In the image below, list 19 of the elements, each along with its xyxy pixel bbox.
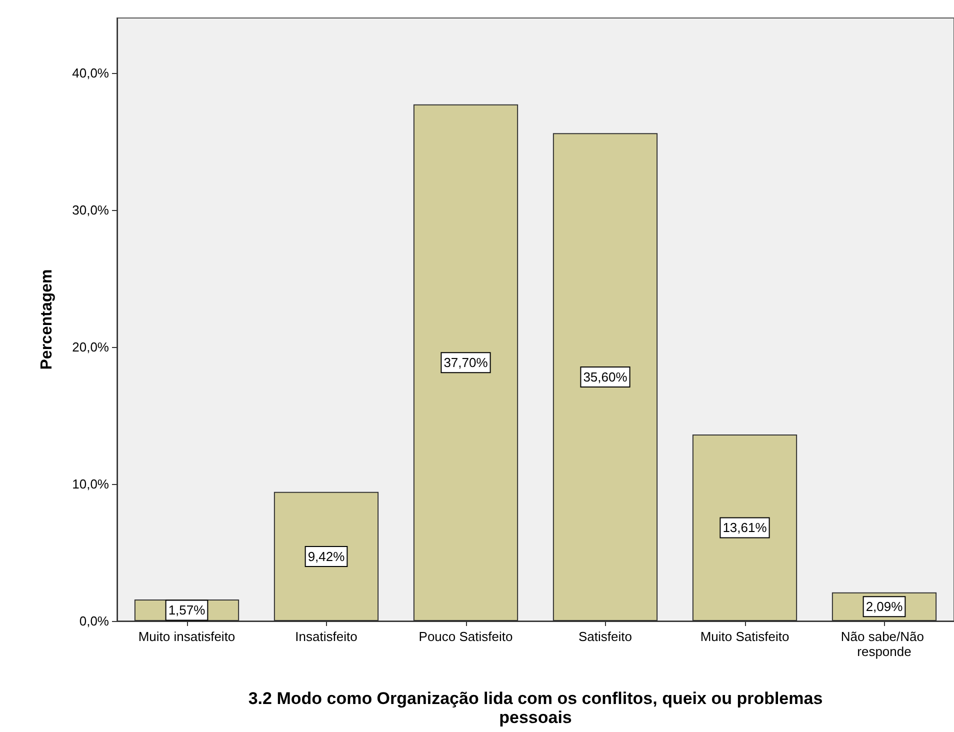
x-tick-label: Muito insatisfeito (138, 629, 236, 644)
y-tick-label: 10,0% (72, 476, 110, 492)
x-tick-label: Satisfeito (578, 629, 632, 644)
data-label: 35,60% (583, 370, 628, 385)
x-axis-title: 3.2 Modo como Organização lida com os conflitos, queix ou problemas pessoais (248, 689, 823, 727)
x-tick-label: Muito Satisfeito (700, 629, 790, 644)
y-tick-label: 20,0% (72, 339, 110, 354)
data-label: 37,70% (444, 355, 488, 370)
y-tick-label: 40,0% (72, 65, 110, 80)
y-tick-label: 30,0% (72, 202, 110, 218)
x-tick-label: Insatisfeito (295, 629, 358, 644)
data-label: 9,42% (308, 548, 346, 564)
y-axis-title: Percentagem (38, 269, 56, 370)
data-label: 13,61% (722, 520, 768, 536)
data-label: 2,09% (866, 599, 904, 614)
data-label: 1,57% (168, 602, 206, 618)
x-tick-label: Pouco Satisfeito (418, 629, 513, 644)
x-tick-label: Não sabe/Não responde (840, 629, 928, 659)
y-tick-label: 0,0% (79, 614, 110, 628)
